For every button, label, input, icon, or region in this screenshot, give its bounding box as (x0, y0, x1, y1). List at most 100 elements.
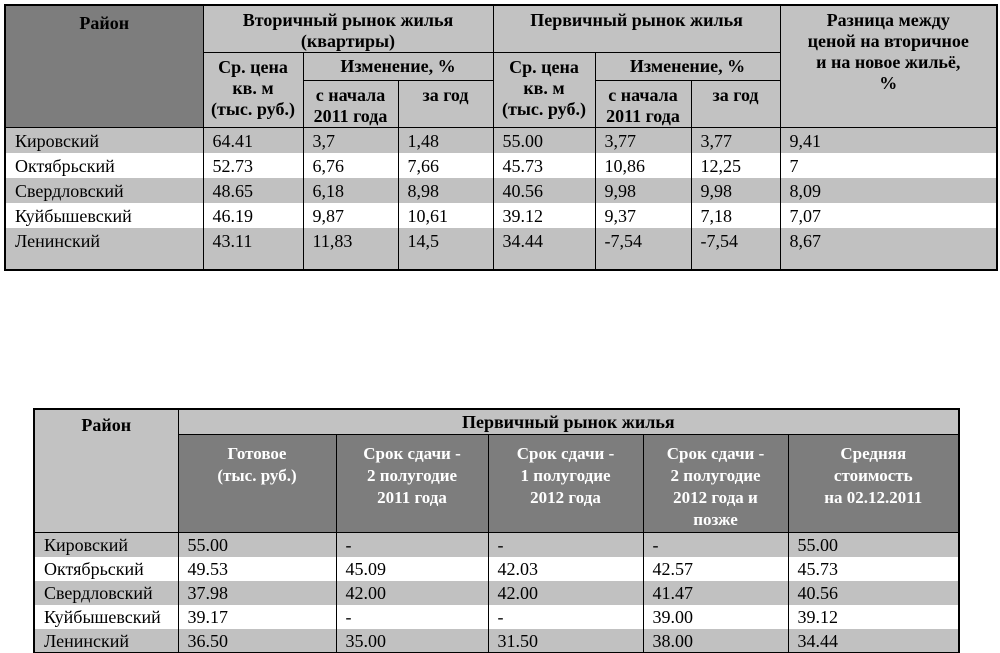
value-cell: 39.17 (177, 604, 337, 629)
value-cell: 36.50 (177, 628, 337, 653)
value-cell: 49.53 (177, 556, 337, 581)
value-cell: 39.12 (492, 202, 596, 228)
value-cell: 40.56 (787, 580, 960, 605)
table-row: Октябрьский 52.73 6,76 7,66 45.73 10,86 … (4, 152, 998, 178)
district-cell: Куйбышевский (33, 604, 179, 629)
value-cell: 45.73 (492, 152, 596, 178)
value-cell: 10,61 (397, 202, 494, 228)
value-cell: 1,48 (397, 127, 494, 153)
column-header-secondary-per-year: за год (397, 80, 494, 128)
column-header-primary-since-2011: с начала 2011 года (594, 80, 692, 128)
column-header-due-h2-2012-later: Срок сдачи - 2 полугодие 2012 года и поз… (642, 434, 789, 533)
value-cell: 9,98 (690, 177, 781, 203)
value-cell: 3,7 (302, 127, 399, 153)
value-cell: 9,87 (302, 202, 399, 228)
column-header-primary-change: Изменение, % (594, 52, 781, 81)
column-header-secondary-since-2011: с начала 2011 года (302, 80, 399, 128)
value-cell: 38.00 (642, 628, 789, 653)
value-cell: -7,54 (690, 227, 781, 270)
value-cell: 52.73 (202, 152, 304, 178)
value-cell: 9,98 (594, 177, 692, 203)
district-cell: Ленинский (33, 628, 179, 653)
column-header-due-h1-2012: Срок сдачи - 1 полугодие 2012 года (487, 434, 644, 533)
value-cell: - (335, 604, 489, 629)
column-group-primary-market: Первичный рынок жилья (177, 408, 960, 435)
table-row: Свердловский 48.65 6,18 8,98 40.56 9,98 … (4, 177, 998, 203)
column-header-due-h2-2011: Срок сдачи - 2 полугодие 2011 года (335, 434, 489, 533)
column-header-district: Район (4, 4, 204, 128)
value-cell: 42.03 (487, 556, 644, 581)
value-cell: 40.56 (492, 177, 596, 203)
value-cell: 3,77 (690, 127, 781, 153)
primary-market-completion-table: Район Первичный рынок жилья Готовое (тыс… (33, 408, 961, 653)
column-header-district: Район (33, 408, 179, 533)
table-row: Куйбышевский 39.17 - - 39.00 39.12 (33, 604, 960, 629)
value-cell: 31.50 (487, 628, 644, 653)
value-cell: 43.11 (202, 227, 304, 270)
value-cell: 45.73 (787, 556, 960, 581)
table-row: Ленинский 36.50 35.00 31.50 38.00 34.44 (33, 628, 960, 653)
value-cell: 12,25 (690, 152, 781, 178)
district-cell: Куйбышевский (4, 202, 204, 228)
district-cell: Октябрьский (4, 152, 204, 178)
value-cell: 7 (779, 152, 998, 178)
value-cell: 41.47 (642, 580, 789, 605)
value-cell: 6,18 (302, 177, 399, 203)
column-header-average-cost: Средняя стоимость на 02.12.2011 (787, 434, 960, 533)
value-cell: 14,5 (397, 227, 494, 270)
table-row: Кировский 64.41 3,7 1,48 55.00 3,77 3,77… (4, 127, 998, 153)
value-cell: - (487, 604, 644, 629)
value-cell: 35.00 (335, 628, 489, 653)
district-cell: Кировский (4, 127, 204, 153)
value-cell: 55.00 (177, 532, 337, 557)
value-cell: 8,98 (397, 177, 494, 203)
value-cell: 64.41 (202, 127, 304, 153)
district-cell: Ленинский (4, 227, 204, 270)
value-cell: 39.12 (787, 604, 960, 629)
value-cell: 7,07 (779, 202, 998, 228)
value-cell: - (642, 532, 789, 557)
value-cell: 37.98 (177, 580, 337, 605)
value-cell: - (487, 532, 644, 557)
value-cell: 39.00 (642, 604, 789, 629)
value-cell: 55.00 (787, 532, 960, 557)
district-cell: Кировский (33, 532, 179, 557)
market-comparison-table: Район Вторичный рынок жилья (квартиры) П… (4, 4, 999, 271)
value-cell: 6,76 (302, 152, 399, 178)
column-header-primary-avg-price: Ср. цена кв. м (тыс. руб.) (492, 52, 596, 128)
value-cell: 55.00 (492, 127, 596, 153)
value-cell: 9,41 (779, 127, 998, 153)
value-cell: 8,67 (779, 227, 998, 270)
district-cell: Октябрьский (33, 556, 179, 581)
value-cell: -7,54 (594, 227, 692, 270)
value-cell: 42.00 (487, 580, 644, 605)
column-header-ready-stock: Готовое (тыс. руб.) (177, 434, 337, 533)
column-header-secondary-avg-price: Ср. цена кв. м (тыс. руб.) (202, 52, 304, 128)
value-cell: 11,83 (302, 227, 399, 270)
column-group-secondary-market: Вторичный рынок жилья (квартиры) (202, 4, 494, 53)
district-cell: Свердловский (4, 177, 204, 203)
table-row: Ленинский 43.11 11,83 14,5 34.44 -7,54 -… (4, 227, 998, 270)
district-cell: Свердловский (33, 580, 179, 605)
table-row: Кировский 55.00 - - - 55.00 (33, 532, 960, 557)
column-header-secondary-change: Изменение, % (302, 52, 494, 81)
value-cell: 42.00 (335, 580, 489, 605)
value-cell: 48.65 (202, 177, 304, 203)
table-row: Свердловский 37.98 42.00 42.00 41.47 40.… (33, 580, 960, 605)
value-cell: 8,09 (779, 177, 998, 203)
value-cell: 42.57 (642, 556, 789, 581)
value-cell: 45.09 (335, 556, 489, 581)
table-row: Куйбышевский 46.19 9,87 10,61 39.12 9,37… (4, 202, 998, 228)
value-cell: 34.44 (787, 628, 960, 653)
value-cell: 9,37 (594, 202, 692, 228)
value-cell: 7,66 (397, 152, 494, 178)
value-cell: 46.19 (202, 202, 304, 228)
value-cell: - (335, 532, 489, 557)
value-cell: 7,18 (690, 202, 781, 228)
column-header-primary-per-year: за год (690, 80, 781, 128)
column-group-primary-market: Первичный рынок жилья (492, 4, 781, 53)
value-cell: 10,86 (594, 152, 692, 178)
value-cell: 3,77 (594, 127, 692, 153)
table-row: Октябрьский 49.53 45.09 42.03 42.57 45.7… (33, 556, 960, 581)
